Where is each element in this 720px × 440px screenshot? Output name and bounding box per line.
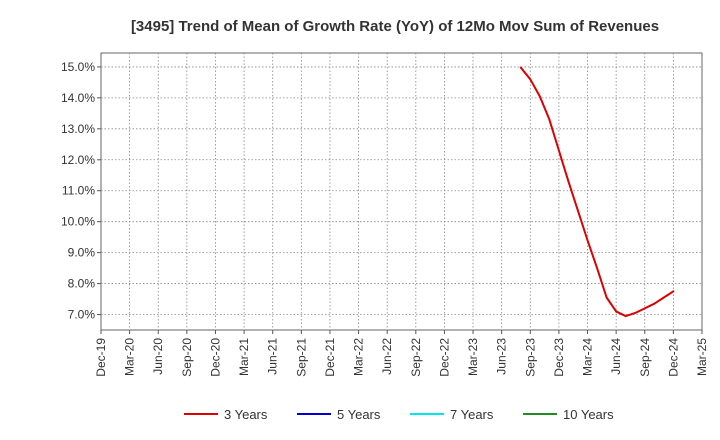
grid-lines	[101, 53, 702, 330]
y-tick-label: 9.0%	[68, 246, 96, 260]
legend: 3 Years 5 Years 7 Years 10 Years	[184, 407, 614, 422]
y-tick-label: 10.0%	[61, 215, 95, 229]
x-tick-label: Mar-20	[123, 338, 137, 376]
legend-label-3-years: 3 Years	[224, 407, 268, 422]
y-tick-label: 14.0%	[61, 91, 95, 105]
x-tick-label: Dec-20	[208, 338, 222, 377]
y-tick-label: 8.0%	[68, 277, 96, 291]
x-tick-label: Jun-21	[266, 338, 280, 375]
y-tick-label: 12.0%	[61, 153, 95, 167]
y-axis: 7.0% 8.0% 9.0% 10.0% 11.0% 12.0% 13.0% 14.0% 15.…	[61, 60, 101, 322]
x-tick-label: Jun-23	[495, 338, 509, 375]
y-tick-label: 15.0%	[61, 60, 95, 74]
x-tick-label: Mar-25	[695, 338, 709, 376]
x-tick-label: Sep-24	[638, 338, 652, 377]
x-tick-label: Sep-21	[294, 338, 308, 377]
plot-area	[100, 52, 703, 331]
x-tick-label: Dec-19	[94, 338, 108, 377]
x-tick-label: Sep-23	[523, 338, 537, 377]
legend-label-5-years: 5 Years	[337, 407, 381, 422]
x-axis: Dec-19 Mar-20 Jun-20 Sep-20 Dec-20 Mar-21 Jun-…	[94, 330, 709, 377]
x-tick-label: Mar-21	[237, 338, 251, 376]
x-tick-label: Mar-23	[466, 338, 480, 376]
chart-title: [3495] Trend of Mean of Growth Rate (YoY…	[131, 18, 659, 35]
x-tick-label: Dec-22	[437, 338, 451, 377]
x-tick-label: Jun-24	[609, 338, 623, 375]
x-tick-label: Sep-22	[409, 338, 423, 377]
plot-frame	[100, 52, 703, 331]
x-tick-label: Mar-22	[352, 338, 366, 376]
x-tick-label: Mar-24	[581, 338, 595, 376]
y-tick-label: 11.0%	[62, 184, 95, 198]
series-line-3-years	[519, 66, 675, 318]
x-tick-label: Dec-24	[666, 338, 680, 377]
x-tick-label: Dec-23	[552, 338, 566, 377]
series-lines	[519, 66, 675, 318]
legend-label-10-years: 10 Years	[563, 407, 614, 422]
x-tick-label: Sep-20	[180, 338, 194, 377]
y-tick-label: 13.0%	[61, 122, 95, 136]
x-tick-label: Jun-22	[380, 338, 394, 375]
x-tick-label: Jun-20	[151, 338, 165, 375]
y-tick-label: 7.0%	[68, 308, 96, 322]
x-tick-label: Dec-21	[323, 338, 337, 377]
legend-label-7-years: 7 Years	[450, 407, 494, 422]
